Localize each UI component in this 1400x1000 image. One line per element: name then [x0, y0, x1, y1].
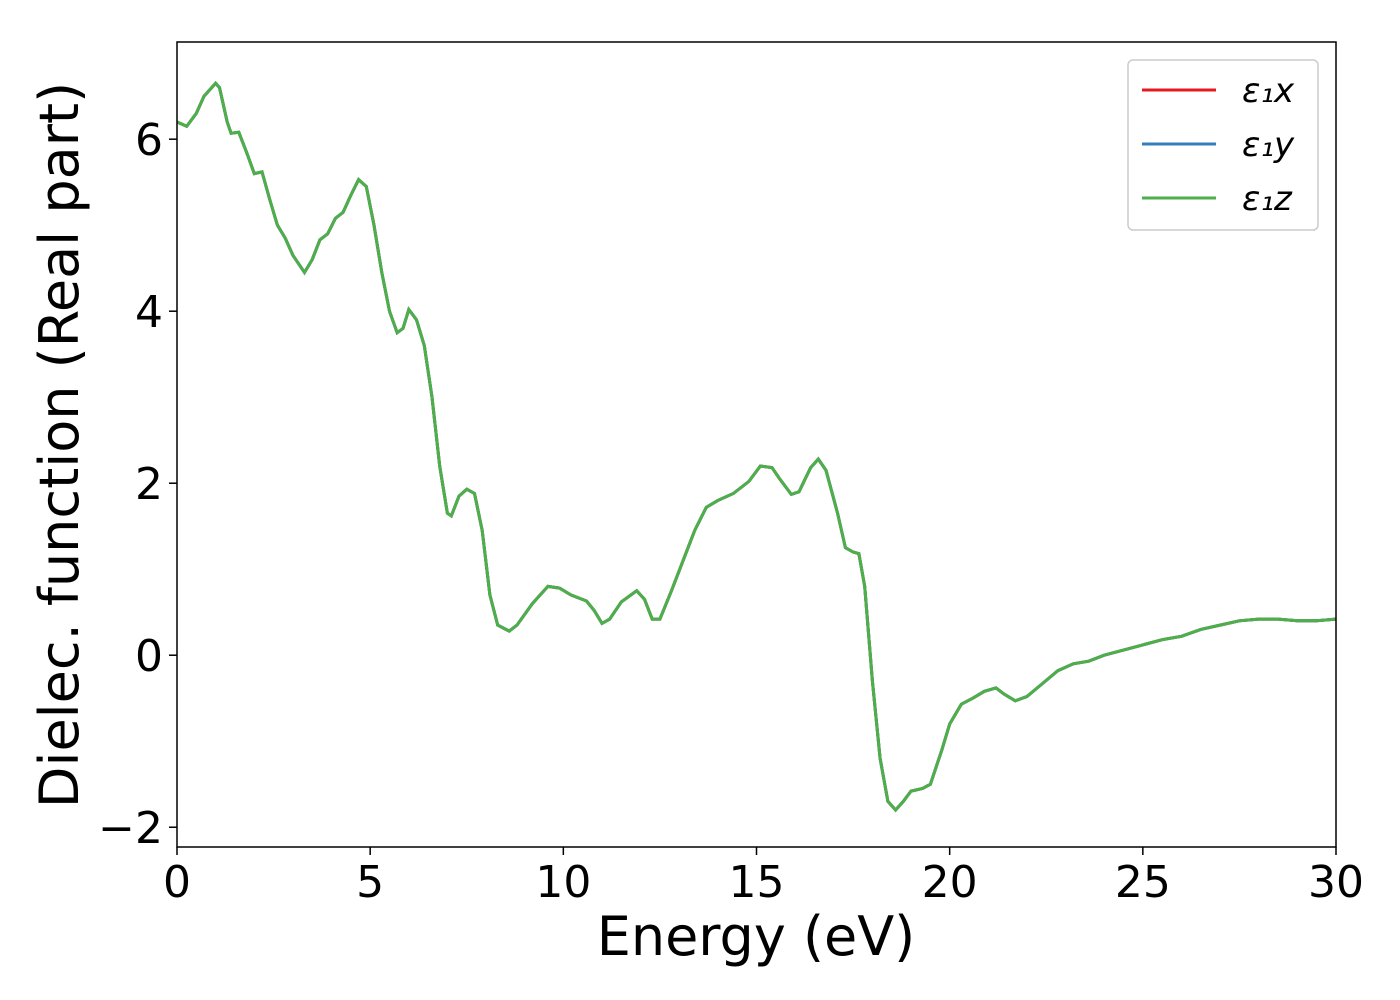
- y-tick-label: 0: [135, 631, 163, 682]
- y-tick-label: 2: [135, 459, 163, 510]
- x-axis-label: Energy (eV): [597, 905, 916, 968]
- series-line: [177, 81, 1336, 813]
- x-tick-label: 25: [1115, 857, 1171, 908]
- y-tick-label: −2: [98, 803, 163, 854]
- legend-label: ε₁y: [1242, 125, 1295, 165]
- x-tick-label: 15: [729, 857, 785, 908]
- x-tick-label: 5: [356, 857, 384, 908]
- y-tick-label: 4: [135, 287, 163, 338]
- x-tick-label: 30: [1308, 857, 1364, 908]
- legend-box: [1127, 59, 1319, 231]
- y-tick-label: 6: [135, 115, 163, 166]
- legend-label: ε₁x: [1242, 71, 1295, 111]
- legend-label: ε₁z: [1242, 179, 1293, 219]
- x-tick-label: 0: [163, 857, 191, 908]
- y-axis-label: Dielec. function (Real part): [28, 82, 91, 808]
- x-tick-label: 20: [922, 857, 978, 908]
- x-tick-label: 10: [535, 857, 591, 908]
- plot-frame: [176, 41, 1337, 848]
